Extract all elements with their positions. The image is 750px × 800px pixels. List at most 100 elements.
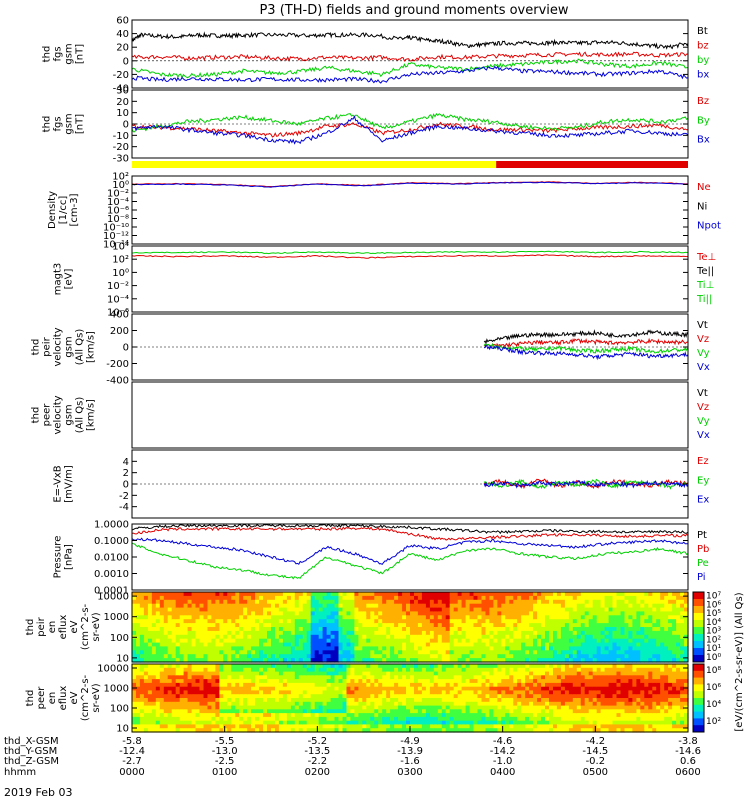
spectrogram-cell — [179, 630, 185, 636]
spectrogram-cell — [493, 627, 498, 632]
spectrogram-cell — [596, 599, 602, 605]
spectrogram-cell — [195, 623, 201, 628]
spectrogram-cell — [584, 654, 590, 659]
spectrogram-cell — [378, 667, 383, 673]
spectrogram-cell — [560, 701, 566, 707]
spectrogram-cell — [549, 646, 554, 651]
spectrogram-cell — [167, 630, 173, 636]
spectrogram-cell — [465, 599, 471, 605]
spectrogram-cell — [378, 675, 383, 680]
y-tick-label: 10⁻¹⁰ — [103, 223, 129, 234]
spectrogram-cell — [223, 694, 228, 699]
spectrogram-cell — [326, 675, 332, 680]
spectrogram-cell — [215, 627, 220, 632]
spectrogram-cell — [243, 698, 248, 703]
spectrogram-cell — [251, 679, 256, 684]
spectrogram-cell — [604, 654, 610, 659]
spectrogram-cell — [386, 675, 391, 680]
spectrogram-cell — [298, 720, 304, 726]
spectrogram-cell — [493, 658, 498, 663]
spectrogram-cell — [390, 592, 395, 597]
spectrogram-cell — [445, 694, 451, 699]
spectrogram-cell — [386, 634, 391, 640]
spectrogram-cell — [425, 720, 431, 726]
spectrogram-cell — [167, 638, 173, 644]
spectrogram-cell — [219, 658, 224, 663]
spectrogram-cell — [267, 599, 272, 605]
spectrogram-cell — [497, 599, 502, 605]
spectrogram-cell — [584, 716, 590, 722]
spectrogram-cell — [529, 658, 534, 663]
spectrogram-cell — [211, 595, 216, 601]
spectrogram-cell — [453, 611, 459, 616]
spectrogram-cell — [290, 619, 296, 624]
spectrogram-cell — [636, 603, 641, 609]
spectrogram-cell — [263, 615, 268, 620]
spectrogram-cell — [326, 667, 332, 673]
spectrogram-cell — [501, 679, 506, 684]
spectrogram-cell — [608, 698, 614, 703]
spectrogram-cell — [374, 679, 379, 684]
spectrogram-cell — [267, 607, 272, 613]
spectrogram-cell — [469, 599, 475, 605]
spectrogram-cell — [672, 658, 677, 663]
spectrogram-cell — [191, 728, 197, 733]
spectrogram-cell — [417, 627, 423, 632]
spectrogram-cell — [314, 686, 320, 692]
spectrogram-cell — [477, 607, 483, 613]
spectrogram-cell — [517, 682, 522, 688]
spectrogram-cell — [143, 701, 149, 707]
spectrogram-cell — [513, 664, 518, 669]
spectrogram-cell — [219, 667, 224, 673]
spectrogram-cell — [640, 638, 645, 644]
spectrogram-cell — [330, 679, 336, 684]
spectrogram-cell — [596, 611, 602, 616]
spectrogram-cell — [580, 595, 586, 601]
spectrogram-cell — [306, 724, 312, 729]
spectrogram-cell — [398, 694, 403, 699]
spectrogram-cell — [632, 592, 637, 597]
spectrogram-cell — [568, 724, 574, 729]
spectrogram-cell — [175, 679, 181, 684]
spectrogram-cell — [545, 658, 550, 663]
spectrogram-cell — [215, 599, 220, 605]
spectrogram-cell — [382, 671, 387, 676]
spectrogram-cell — [624, 623, 630, 628]
spectrogram-cell — [132, 592, 137, 597]
spectrogram-cell — [469, 650, 475, 655]
spectrogram-cell — [366, 611, 371, 616]
spectrogram-cell — [398, 607, 403, 613]
spectrogram-cell — [215, 671, 220, 676]
spectrogram-cell — [302, 638, 308, 644]
spectrogram-cell — [417, 686, 423, 692]
spectrogram-cell — [501, 607, 506, 613]
spectrogram-cell — [306, 720, 312, 726]
spectrogram-cell — [477, 654, 483, 659]
spectrogram-cell — [318, 675, 324, 680]
spectrogram-cell — [402, 690, 407, 695]
spectrogram-cell — [330, 642, 336, 648]
spectrogram-cell — [668, 611, 673, 616]
spectrogram-cell — [477, 615, 483, 620]
spectrogram-cell — [290, 603, 296, 609]
spectrogram-cell — [584, 595, 590, 601]
spectrogram-cell — [342, 713, 348, 718]
spectrogram-cell — [370, 724, 375, 729]
spectrogram-cell — [151, 705, 157, 710]
spectrogram-cell — [406, 607, 411, 613]
spectrogram-cell — [286, 646, 292, 651]
spectrogram-cell — [211, 682, 216, 688]
spectrogram-cell — [453, 698, 459, 703]
spectrogram-cell — [271, 664, 276, 669]
spectrogram-cell — [588, 630, 594, 636]
spectrogram-cell — [251, 658, 256, 663]
spectrogram-cell — [378, 638, 383, 644]
spectrogram-cell — [199, 675, 205, 680]
spectrogram-cell — [620, 615, 626, 620]
spectrogram-cell — [358, 716, 363, 722]
spectrogram-cell — [425, 728, 431, 733]
spectrogram-cell — [425, 642, 431, 648]
spectrogram-cell — [620, 671, 626, 676]
spectrogram-cell — [469, 611, 475, 616]
